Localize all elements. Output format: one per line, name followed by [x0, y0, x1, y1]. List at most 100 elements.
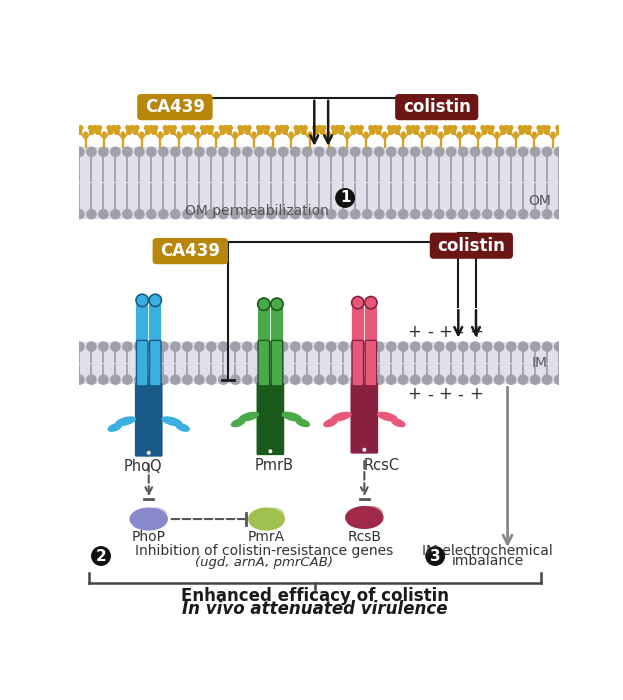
Circle shape [280, 126, 283, 130]
Circle shape [459, 209, 468, 218]
Circle shape [523, 126, 527, 130]
Circle shape [470, 130, 474, 134]
Circle shape [531, 147, 540, 156]
Circle shape [518, 209, 528, 218]
Text: +: + [438, 385, 452, 403]
Text: +: + [407, 323, 421, 341]
Circle shape [374, 126, 378, 130]
Circle shape [149, 294, 161, 307]
Ellipse shape [146, 508, 167, 522]
Circle shape [284, 126, 288, 130]
Circle shape [506, 209, 516, 218]
Circle shape [152, 130, 156, 134]
Circle shape [268, 449, 273, 454]
Circle shape [488, 130, 493, 134]
Circle shape [518, 342, 528, 351]
Text: In vivo attenuated virulence: In vivo attenuated virulence [183, 600, 448, 618]
Circle shape [447, 342, 456, 351]
Circle shape [326, 375, 336, 384]
Circle shape [145, 126, 149, 130]
Circle shape [195, 147, 204, 156]
Circle shape [111, 209, 120, 218]
Circle shape [267, 147, 276, 156]
Circle shape [505, 126, 508, 130]
Circle shape [255, 342, 264, 351]
Circle shape [295, 130, 300, 134]
Circle shape [399, 375, 408, 384]
Circle shape [369, 126, 373, 130]
Circle shape [243, 375, 252, 384]
Circle shape [219, 342, 228, 351]
Circle shape [178, 132, 181, 136]
Circle shape [551, 132, 555, 136]
Circle shape [364, 132, 368, 136]
Circle shape [373, 126, 377, 130]
Circle shape [546, 126, 550, 130]
Circle shape [411, 375, 420, 384]
Circle shape [146, 450, 151, 456]
Circle shape [207, 147, 216, 156]
Circle shape [351, 342, 360, 351]
Circle shape [376, 130, 381, 134]
Circle shape [392, 126, 396, 130]
Text: 2: 2 [95, 549, 107, 564]
Ellipse shape [345, 506, 384, 529]
Circle shape [183, 209, 192, 218]
Circle shape [182, 126, 186, 130]
Circle shape [303, 147, 312, 156]
Circle shape [339, 209, 348, 218]
Circle shape [99, 342, 108, 351]
Circle shape [205, 126, 209, 130]
Circle shape [483, 375, 492, 384]
Circle shape [283, 130, 287, 134]
Circle shape [172, 126, 176, 130]
Circle shape [439, 132, 442, 136]
Circle shape [388, 126, 392, 130]
Text: PmrB: PmrB [255, 458, 293, 473]
Text: imbalance: imbalance [452, 554, 524, 568]
Text: colistin: colistin [403, 98, 470, 116]
Circle shape [422, 209, 432, 218]
Ellipse shape [161, 416, 183, 426]
Circle shape [183, 130, 188, 134]
Circle shape [171, 375, 180, 384]
Circle shape [411, 342, 420, 351]
Circle shape [149, 126, 153, 130]
Circle shape [315, 342, 324, 351]
Text: Enhanced efficacy of colistin: Enhanced efficacy of colistin [181, 587, 449, 605]
Circle shape [219, 375, 228, 384]
Circle shape [171, 342, 180, 351]
Text: PmrA: PmrA [248, 530, 285, 544]
Circle shape [363, 375, 372, 384]
Circle shape [239, 130, 244, 134]
Circle shape [135, 375, 144, 384]
Circle shape [147, 342, 156, 351]
Circle shape [265, 126, 270, 130]
Circle shape [159, 342, 168, 351]
Circle shape [396, 126, 401, 130]
Circle shape [278, 209, 288, 218]
Circle shape [339, 147, 348, 156]
Circle shape [87, 342, 96, 351]
Circle shape [215, 132, 218, 136]
Circle shape [399, 147, 408, 156]
Circle shape [554, 147, 564, 156]
Circle shape [255, 209, 264, 218]
Circle shape [518, 375, 528, 384]
Circle shape [87, 375, 96, 384]
Circle shape [333, 130, 337, 134]
Circle shape [501, 130, 505, 134]
Circle shape [351, 297, 364, 309]
Circle shape [346, 132, 349, 136]
Circle shape [422, 342, 432, 351]
Circle shape [267, 342, 276, 351]
Circle shape [339, 375, 348, 384]
Circle shape [526, 130, 530, 134]
Circle shape [147, 375, 156, 384]
Circle shape [123, 209, 132, 218]
Text: RcsC: RcsC [363, 458, 399, 472]
Circle shape [506, 147, 516, 156]
Circle shape [495, 132, 499, 136]
Circle shape [340, 126, 345, 130]
Circle shape [135, 126, 139, 130]
